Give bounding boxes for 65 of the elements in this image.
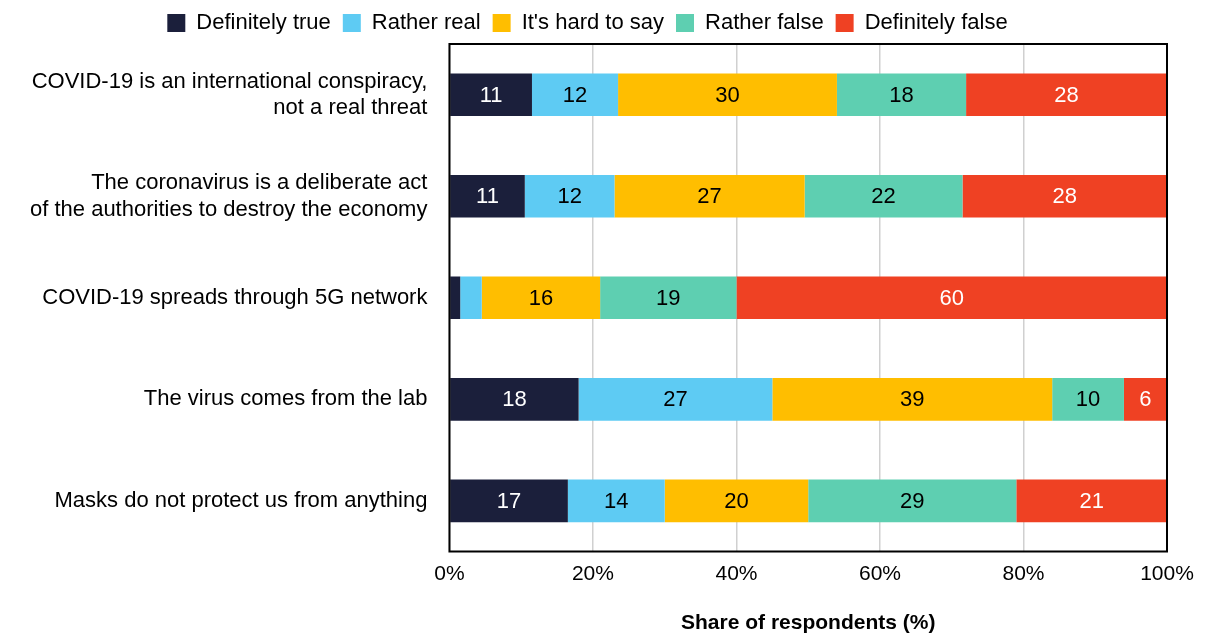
data-label: 60: [939, 284, 964, 310]
y-tick-label: The coronavirus is a deliberate act of the authorities to destroy the economy: [30, 169, 428, 221]
legend-label: It's hard to say: [521, 9, 665, 35]
bar: [1016, 479, 1167, 523]
data-label: 28: [1054, 81, 1079, 107]
data-label: 39: [900, 386, 925, 412]
data-label: 22: [871, 183, 896, 209]
x-tick-label: 100%: [1140, 561, 1194, 584]
bar: [664, 479, 809, 523]
data-label: 27: [697, 183, 722, 209]
bar: [450, 378, 579, 421]
bar: [772, 378, 1053, 421]
data-label: 6: [1139, 386, 1152, 412]
bar: [808, 479, 1017, 523]
bar: [531, 73, 619, 117]
bar: [450, 276, 461, 320]
bar: [618, 73, 837, 117]
data-label: 20: [724, 487, 749, 513]
x-tick-label: 60%: [858, 561, 901, 584]
data-label: 10: [1075, 386, 1101, 412]
y-tick-label: COVID-19 is an international conspiracy, not a real threat: [31, 67, 428, 120]
data-label: 30: [715, 81, 740, 107]
data-label: 14: [604, 487, 629, 513]
x-tick-label: 20%: [571, 561, 614, 584]
legend-label: Definitely true: [196, 9, 331, 35]
x-axis-title: Share of respondents (%): [681, 610, 936, 634]
bar: [450, 479, 568, 523]
data-label: 28: [1052, 183, 1077, 209]
bar: [450, 174, 525, 218]
x-tick-label: 0%: [434, 561, 465, 584]
legend-label: Rather real: [371, 9, 481, 35]
bar: [1123, 378, 1167, 421]
bar: [524, 174, 615, 218]
data-label: 17: [496, 487, 522, 513]
data-label: 19: [656, 284, 681, 310]
data-label: 18: [889, 81, 914, 107]
bar: [460, 276, 482, 320]
x-tick-label: 80%: [1002, 561, 1045, 584]
data-label: 11: [479, 81, 503, 107]
legend-label: Definitely false: [864, 9, 1008, 35]
y-tick-label: COVID-19 spreads through 5G network: [42, 283, 429, 309]
data-label: 27: [663, 386, 688, 412]
bar: [736, 276, 1167, 320]
bar: [578, 378, 773, 421]
y-tick-label: Masks do not protect us from anything: [54, 486, 428, 512]
bar: [804, 174, 963, 218]
bar: [966, 73, 1167, 117]
bar: [450, 73, 532, 117]
data-label: 12: [562, 81, 588, 107]
bar: [600, 276, 737, 320]
data-label: 21: [1079, 487, 1104, 513]
y-tick-label: The virus comes from the lab: [143, 385, 428, 411]
data-label: 29: [900, 487, 925, 513]
data-label: 18: [502, 386, 527, 412]
bar: [1052, 378, 1124, 421]
bar: [614, 174, 805, 218]
bar: [836, 73, 967, 117]
bar: [567, 479, 665, 523]
bar: [481, 276, 601, 320]
data-label: 12: [557, 183, 582, 209]
legend-label: Rather false: [705, 9, 824, 35]
data-label: 11: [476, 183, 499, 209]
x-tick-label: 40%: [715, 561, 758, 584]
data-label: 16: [528, 284, 554, 310]
bar: [962, 174, 1167, 218]
